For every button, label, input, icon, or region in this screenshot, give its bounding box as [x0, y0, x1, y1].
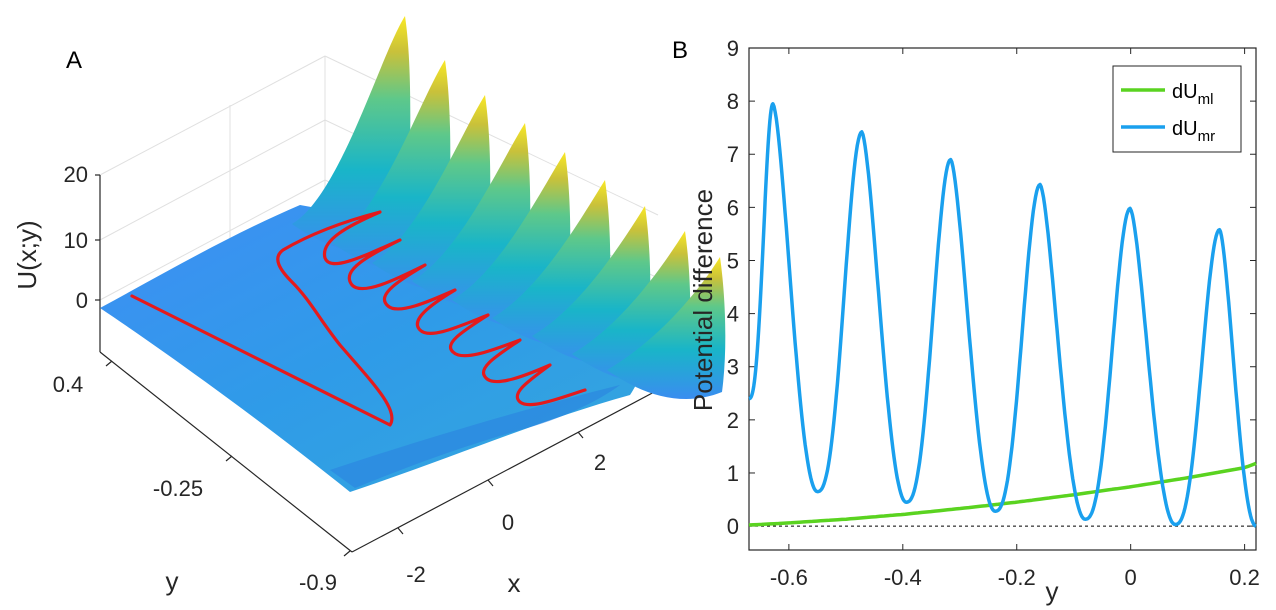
z-tick-label: 20 — [64, 162, 88, 187]
y-tick-label: 4 — [727, 302, 739, 327]
y-tick-label: 6 — [727, 195, 739, 220]
x-tick-label: -0.4 — [884, 565, 922, 590]
x-tick-label: 0 — [502, 510, 514, 535]
x-tick-label: -2 — [406, 562, 426, 587]
panel-b: B 0 1 2 3 4 5 6 7 8 9 -0.6 -0.4 -0.2 0 0.2 Potential … — [672, 36, 1260, 606]
y-tick-label: 2 — [727, 408, 739, 433]
y-ticks: 0 1 2 3 4 5 6 7 8 9 — [727, 36, 1256, 539]
panel-b-label: B — [672, 37, 688, 64]
y-tick-label: 7 — [727, 142, 739, 167]
y-tick-label: 5 — [727, 248, 739, 273]
y-tick-label: 9 — [727, 36, 739, 61]
legend: dUml dUmr — [1112, 65, 1242, 153]
x-tick-label: 0.2 — [1229, 565, 1260, 590]
series-line-dU-mr — [747, 102, 1257, 528]
x-axis-label: x — [508, 568, 521, 598]
panel-a: A — [12, 16, 726, 598]
legend-entry-dU-mr: dUmr — [1172, 118, 1215, 145]
z-tick-label: 10 — [64, 228, 88, 253]
legend-box — [1112, 65, 1242, 153]
y-tick-label: 1 — [727, 461, 739, 486]
panel-a-axes — [95, 174, 659, 557]
surface-floor-shadow — [330, 385, 620, 488]
plot-area-frame — [748, 47, 1257, 551]
contour-line — [130, 210, 587, 427]
x-axis-label: y — [1046, 576, 1059, 606]
x-ticks: -0.6 -0.4 -0.2 0 0.2 — [770, 48, 1260, 590]
z-axis-label: U(x;y) — [12, 220, 42, 289]
x-tick-label: 2 — [594, 450, 606, 475]
x-tick-label: 0 — [1125, 565, 1137, 590]
y-tick-label: -0.25 — [153, 476, 203, 501]
series-line-dU-ml — [748, 461, 1257, 527]
panel-a-label: A — [66, 47, 82, 74]
y-tick-label: 0 — [727, 514, 739, 539]
y-tick-label: 3 — [727, 355, 739, 380]
legend-entry-dU-ml: dUml — [1172, 81, 1213, 108]
y-axis-label: Potential difference — [688, 189, 718, 411]
y-tick-label: 8 — [727, 89, 739, 114]
z-tick-label: 0 — [76, 288, 88, 313]
y-axis-label: y — [166, 566, 179, 596]
y-tick-label: -0.9 — [299, 570, 337, 595]
surface-ridge — [607, 257, 726, 399]
x-tick-label: -0.6 — [770, 565, 808, 590]
x-tick-label: -0.2 — [998, 565, 1036, 590]
y-tick-label: 0.4 — [53, 372, 84, 397]
